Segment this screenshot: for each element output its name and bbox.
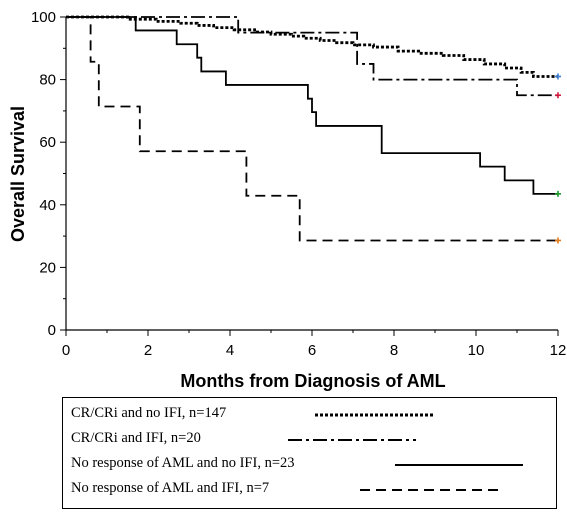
y-tick-label: 0 xyxy=(48,322,56,339)
legend-swatch-dashed xyxy=(360,489,498,491)
censor-mark xyxy=(555,237,561,244)
y-tick-label: 100 xyxy=(31,9,56,26)
x-tick-label: 8 xyxy=(390,342,398,359)
censor-mark xyxy=(555,92,561,99)
x-tick-label: 10 xyxy=(468,342,485,359)
x-tick-label: 2 xyxy=(144,342,152,359)
legend-swatch-solid xyxy=(395,464,523,466)
legend-label: No response of AML and no IFI, n=23 xyxy=(71,455,295,471)
y-tick-label: 20 xyxy=(39,259,56,276)
legend-label: No response of AML and IFI, n=7 xyxy=(71,480,270,496)
censor-mark xyxy=(555,73,561,80)
y-tick-label: 40 xyxy=(39,197,56,214)
x-tick-label: 6 xyxy=(308,342,316,359)
survival-curves xyxy=(66,15,561,244)
y-tick-label: 80 xyxy=(39,72,56,89)
x-axis-title: Months from Diagnosis of AML xyxy=(180,371,445,391)
survival-curve-dashdot xyxy=(66,16,558,97)
axes: 0 20 40 60 80 100 0 2 4 6 8 10 12 xyxy=(31,9,566,359)
legend-label: CR/CRi and no IFI, n=147 xyxy=(71,405,227,421)
x-tick-label: 0 xyxy=(62,342,70,359)
legend-label: CR/CRi and IFI, n=20 xyxy=(71,430,201,446)
x-tick-label: 4 xyxy=(226,342,234,359)
censor-mark xyxy=(555,190,561,197)
survival-curve-dotted xyxy=(66,15,558,78)
survival-curve-solid xyxy=(66,16,558,195)
x-tick-label: 12 xyxy=(550,342,567,359)
survival-chart: 0 20 40 60 80 100 0 2 4 6 8 10 12 Months from Diagno… xyxy=(8,9,566,391)
legend-swatch-dotted xyxy=(315,413,433,417)
legend: CR/CRi and no IFI, n=147 CR/CRi and IFI,… xyxy=(62,397,557,509)
survival-curve-dashed xyxy=(66,16,558,242)
legend-swatch-dashdot xyxy=(288,439,416,441)
y-axis-title: Overall Survival xyxy=(8,106,28,242)
y-tick-label: 60 xyxy=(39,134,56,151)
